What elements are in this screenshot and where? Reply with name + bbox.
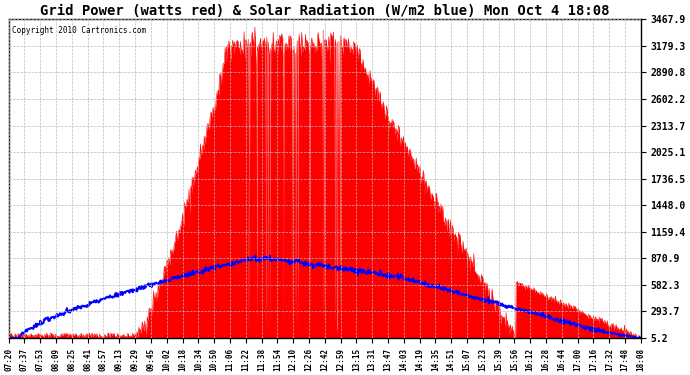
Text: Copyright 2010 Cartronics.com: Copyright 2010 Cartronics.com xyxy=(12,26,146,35)
Title: Grid Power (watts red) & Solar Radiation (W/m2 blue) Mon Oct 4 18:08: Grid Power (watts red) & Solar Radiation… xyxy=(40,4,609,18)
